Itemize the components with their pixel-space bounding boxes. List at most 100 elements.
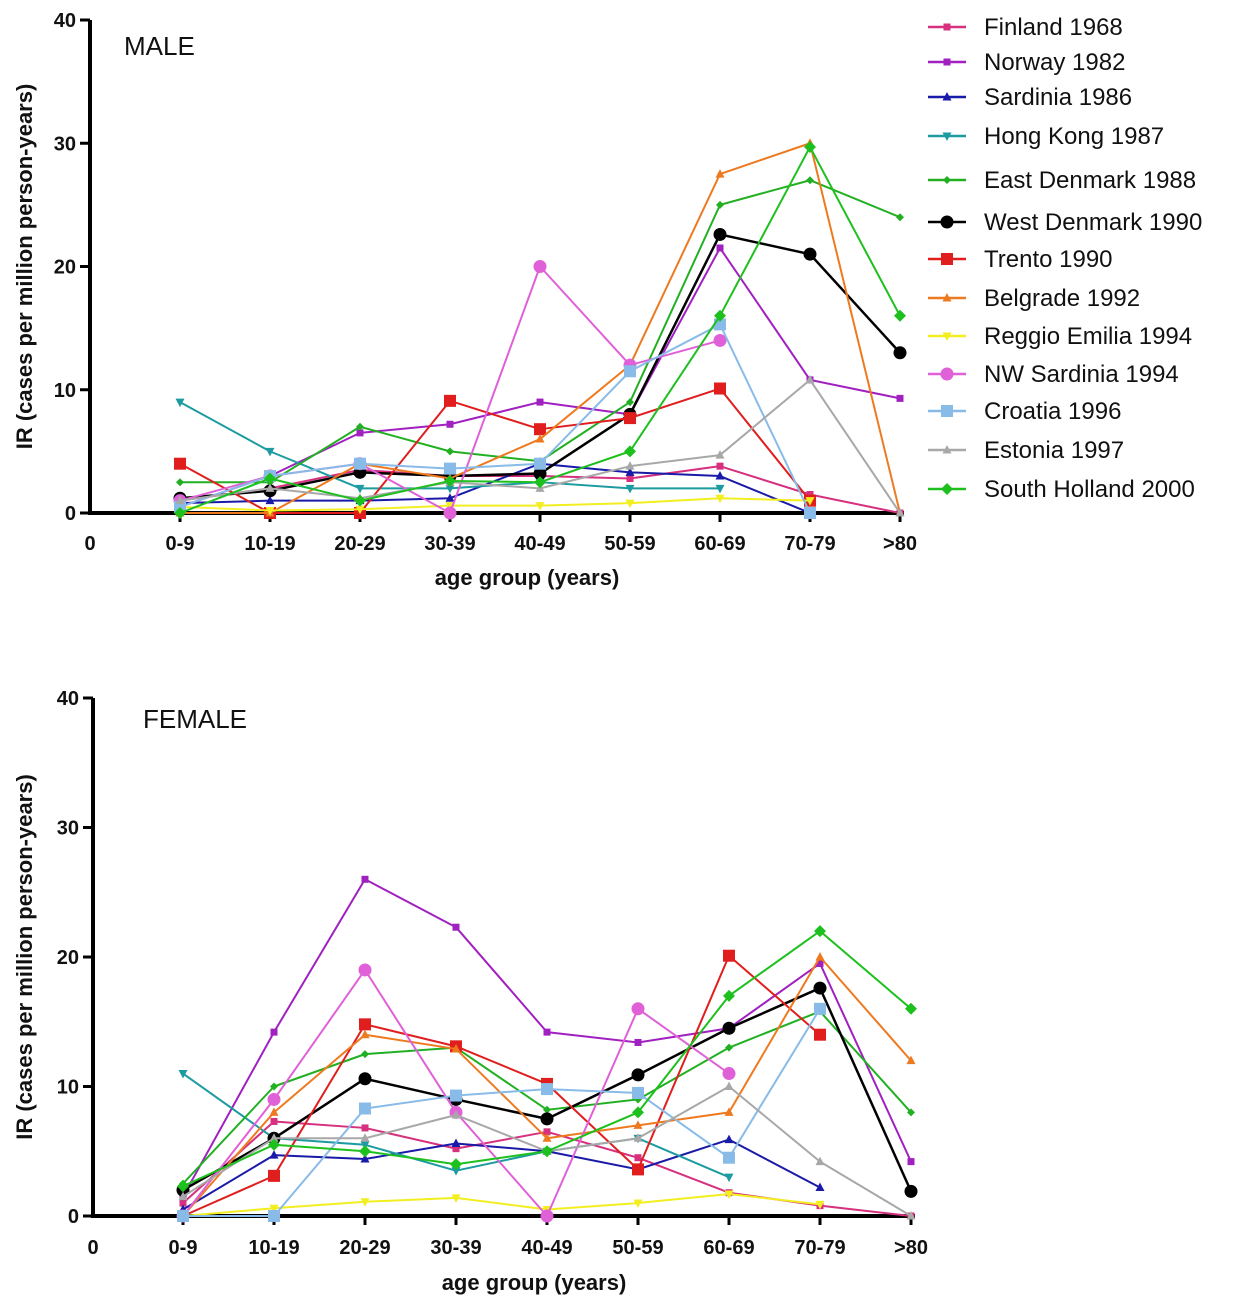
- data-point: [631, 1002, 645, 1016]
- legend-swatch-marker: [941, 405, 953, 417]
- legend-label: Finland 1968: [984, 14, 1123, 41]
- data-point: [265, 447, 275, 457]
- data-point: [265, 507, 275, 516]
- data-point: [723, 949, 735, 962]
- data-point: [725, 1043, 733, 1052]
- data-point: [176, 478, 184, 487]
- series-south-holland-2000: [174, 140, 906, 519]
- y-tick-label: 20: [57, 947, 79, 969]
- data-point: [361, 1050, 369, 1059]
- data-point: [542, 1133, 552, 1142]
- x-tick-label: >80: [883, 533, 917, 555]
- data-point: [722, 1021, 736, 1035]
- data-point: [633, 1133, 643, 1142]
- x-tick-label: 40-49: [514, 533, 565, 555]
- legend-item-nw-sardinia-1994: NW Sardinia 1994: [928, 361, 1179, 388]
- data-point: [714, 382, 726, 395]
- data-point: [359, 1102, 371, 1115]
- data-point: [541, 1145, 553, 1158]
- legend-swatch-marker: [942, 445, 952, 454]
- legend-swatch-marker: [940, 215, 954, 229]
- data-point: [361, 875, 369, 883]
- data-point: [723, 1151, 735, 1164]
- data-point: [358, 1072, 372, 1086]
- data-point: [895, 508, 905, 517]
- data-point: [815, 1156, 825, 1166]
- data-point: [269, 1204, 279, 1214]
- data-point: [816, 959, 824, 967]
- data-point: [179, 1199, 187, 1207]
- legend-swatch-marker: [940, 367, 954, 381]
- data-point: [445, 493, 455, 502]
- x-tick-label: 10-19: [244, 533, 295, 555]
- x-tick-label: 70-79: [794, 1237, 845, 1259]
- data-point: [543, 1105, 551, 1114]
- data-point: [724, 1081, 734, 1090]
- x-tick-label: 0-9: [169, 1237, 198, 1259]
- data-point: [535, 502, 545, 511]
- x-origin-label: 0: [84, 533, 95, 555]
- data-point: [624, 445, 636, 458]
- data-point: [722, 1067, 736, 1081]
- data-point: [270, 1117, 278, 1125]
- series-line: [179, 323, 811, 514]
- data-point: [451, 1138, 461, 1147]
- data-point: [716, 462, 724, 470]
- x-axis-title: age group (years): [435, 565, 620, 590]
- legend-item-hong-kong-1987: Hong Kong 1987: [928, 123, 1164, 150]
- data-point: [632, 1086, 644, 1099]
- data-point: [444, 462, 456, 475]
- legend-item-belgrade-1992: Belgrade 1992: [928, 285, 1140, 312]
- data-point: [175, 398, 185, 408]
- data-point: [905, 1002, 917, 1015]
- data-point: [896, 213, 904, 222]
- data-point: [452, 1145, 460, 1153]
- legend-item-croatia-1996: Croatia 1996: [928, 398, 1121, 425]
- legend-swatch-marker: [942, 293, 952, 302]
- data-point: [894, 309, 906, 322]
- data-point: [444, 394, 456, 407]
- data-point: [452, 923, 460, 931]
- data-point: [715, 484, 725, 494]
- data-point: [540, 1112, 554, 1126]
- x-tick-label: 30-39: [430, 1237, 481, 1259]
- legend-swatch-marker: [941, 253, 953, 265]
- data-point: [814, 1002, 826, 1015]
- data-point: [632, 1106, 644, 1119]
- legend-label: NW Sardinia 1994: [984, 361, 1179, 388]
- x-origin-label: 0: [87, 1237, 98, 1259]
- data-point: [803, 247, 817, 261]
- legend-label: Sardinia 1986: [984, 84, 1132, 111]
- legend-label: Hong Kong 1987: [984, 123, 1164, 150]
- data-point: [805, 497, 815, 506]
- data-point: [814, 1028, 826, 1041]
- data-point: [715, 169, 725, 178]
- legend-label: Norway 1982: [984, 49, 1125, 76]
- y-tick-label: 30: [54, 133, 76, 155]
- data-point: [626, 474, 634, 482]
- legend-swatch-marker: [943, 58, 951, 66]
- data-point: [267, 1092, 281, 1106]
- legend-swatch-marker: [942, 132, 952, 141]
- legend: Finland 1968 Norway 1982 Sardinia 1986 Hong…: [928, 14, 1202, 503]
- x-axis-title: age group (years): [442, 1270, 627, 1295]
- data-point: [178, 1191, 188, 1201]
- female-panel: 0 10 20 30 40 0 0-9 10-19 20-29 30-39 40-49 50-59 60…: [12, 688, 928, 1295]
- data-point: [713, 333, 727, 347]
- x-tick-label: 50-59: [604, 533, 655, 555]
- data-point: [631, 1068, 645, 1082]
- x-tick-label: 10-19: [248, 1237, 299, 1259]
- data-point: [543, 1128, 551, 1136]
- data-point: [177, 1180, 189, 1193]
- data-point: [444, 474, 456, 487]
- y-tick-label: 30: [57, 818, 79, 840]
- legend-swatch-marker: [943, 176, 951, 184]
- data-point: [360, 1133, 370, 1142]
- male-panel: 0 10 20 30 40 0 0-9 10-19 20-29 30-39 40-49 50-59 60…: [12, 10, 917, 590]
- data-point: [174, 457, 186, 470]
- legend-label: West Denmark 1990: [984, 209, 1202, 236]
- data-point: [178, 1070, 188, 1079]
- series-line: [182, 954, 821, 1217]
- series-line: [182, 1192, 821, 1217]
